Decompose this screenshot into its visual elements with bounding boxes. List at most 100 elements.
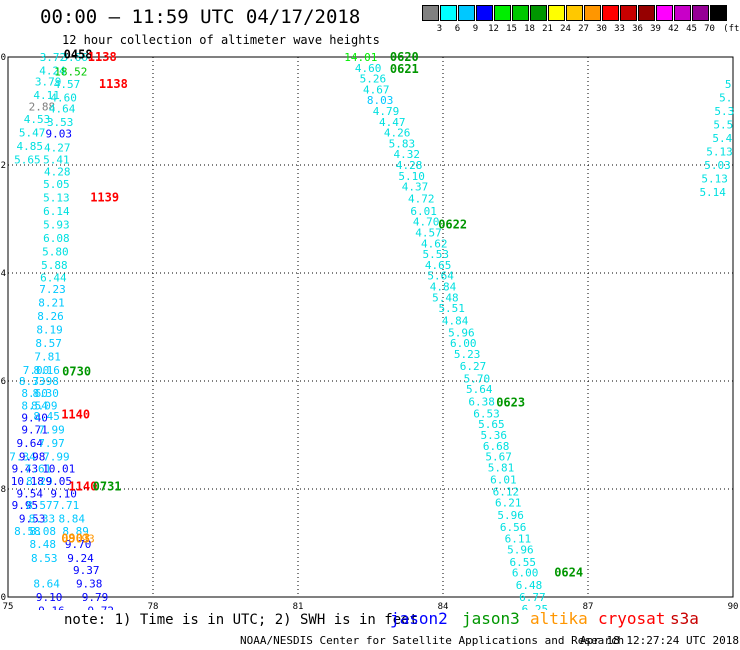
legend-swatch [620, 5, 637, 21]
swh-value-label: 9.43 [12, 462, 39, 475]
swh-value-label: 5.53 [423, 248, 450, 261]
swh-value-label: 4.84 [442, 315, 469, 328]
swh-value-label: 5.51 [438, 302, 465, 315]
annotations: 0458113811381139073011401140073109030903… [61, 47, 583, 580]
legend-label: 39 [650, 24, 661, 34]
generation-timestamp: Apr 18 12:27:24 UTC 2018 [580, 634, 739, 647]
swh-value-label: 4.67 [363, 83, 390, 96]
swh-value-label: 9.16 [38, 605, 65, 611]
swh-value-label: 5.93 [43, 218, 70, 231]
swh-value-label: 10.01 [42, 462, 75, 475]
x-tick-label: 75 [3, 602, 14, 610]
swh-value-label: 7.98 [32, 375, 59, 388]
swh-value-label: 9.95 [12, 499, 39, 512]
swh-value-label: 6.01 [410, 205, 437, 218]
swh-value-label: 7.00 [23, 364, 50, 377]
swh-value-label: 9.10 [50, 487, 77, 500]
legend-swatch [422, 5, 439, 21]
swh-value-label: 9.40 [21, 412, 48, 425]
swh-value-label: 9.64 [17, 437, 44, 450]
x-tick-label: 81 [293, 602, 304, 610]
scatter-plot: 75 78 81 84 87 90 0 -2 -4 -6 -8 -10 3.723.664.2418.… [0, 47, 738, 610]
swh-value-label: 5.64 [466, 383, 493, 396]
pass-time-label: 0622 [438, 217, 467, 231]
swh-value-label: 5.83 [389, 137, 416, 150]
swh-value-label: 5.47 [19, 127, 46, 140]
swh-value-label: 5.65 [14, 154, 41, 167]
swh-value-label: 6.25 [522, 603, 549, 610]
plot-frame [7, 56, 734, 598]
swh-value-label: 6.48 [516, 579, 543, 592]
pass-time-label: 1138 [99, 77, 128, 91]
legend-swatch [584, 5, 601, 21]
swh-value-label: 5.48 [432, 291, 459, 304]
swh-value-label: 8.89 [62, 525, 89, 538]
swh-value-label: 4.60 [355, 62, 382, 75]
pass-time-label: 1139 [90, 190, 119, 204]
swh-value-label: 4.47 [379, 116, 406, 129]
legend-label: 33 [614, 24, 625, 34]
swh-value-label: 5.10 [398, 170, 425, 183]
swh-value-label: 6.14 [43, 205, 70, 218]
pass-time-label: 1138 [88, 50, 117, 64]
legend-swatch [530, 5, 547, 21]
legend-label: 45 [686, 24, 697, 34]
swh-value-label: 5.5 [713, 119, 733, 132]
y-tick-label: -8 [0, 485, 6, 495]
swh-value-label: 9.05 [46, 475, 73, 488]
swh-value-label: 8.08 [30, 525, 57, 538]
swh-value-label: 4.70 [413, 216, 440, 229]
chart-title: 00:00 – 11:59 UTC 04/17/2018 [40, 6, 361, 28]
legend-unit: (ft) [723, 24, 740, 34]
pass-time-label: 0620 [390, 50, 419, 64]
legend-swatch [674, 5, 691, 21]
legend-label: 21 [542, 24, 553, 34]
legend-swatch [566, 5, 583, 21]
swh-value-label: 5.67 [485, 451, 512, 464]
swh-value-label: 6.21 [495, 497, 522, 510]
legend-swatch [512, 5, 529, 21]
swh-value-label: 9.10 [36, 591, 63, 604]
swh-value-label: 4.72 [408, 192, 435, 205]
swh-value-label: 6.27 [460, 360, 487, 373]
swh-value-label: 4.57 [415, 227, 442, 240]
legend-label: 12 [488, 24, 499, 34]
legend-swatch [548, 5, 565, 21]
pass-time-label: 1140 [61, 407, 90, 421]
swh-value-label: 9.72 [88, 605, 115, 611]
legend-swatch [440, 5, 457, 21]
swh-value-label: 6.38 [468, 396, 495, 409]
swh-value-label: 4.28 [396, 159, 423, 172]
legend-swatch [602, 5, 619, 21]
swh-value-label: 8.21 [38, 297, 65, 310]
legend-label: 24 [560, 24, 571, 34]
swh-value-label: 8.60 [21, 387, 48, 400]
x-tick-label: 78 [148, 602, 159, 610]
swh-value-label: 5.65 [478, 418, 505, 431]
legend-label: 3 [436, 24, 443, 34]
swh-value-label: 8.93 [68, 533, 95, 546]
swh-value-label: 7.71 [53, 499, 80, 512]
legend-label: 6 [454, 24, 461, 34]
credit-text: NOAA/NESDIS Center for Satellite Applica… [240, 634, 625, 647]
legend-label: 15 [506, 24, 517, 34]
swh-value-label: 5.3 [714, 105, 734, 118]
legend-label: 70 [704, 24, 715, 34]
swh-value-label: 7.23 [39, 283, 66, 296]
swh-value-label: 6.77 [519, 591, 546, 604]
swh-value-label: 9.71 [21, 424, 48, 437]
swh-value-label: 5.96 [448, 326, 475, 339]
swh-value-label: 4.79 [373, 105, 400, 118]
satellite-label-jason3: jason3 [462, 609, 520, 628]
pass-time-label: 0624 [554, 566, 583, 580]
swh-value-label: 5.05 [43, 178, 70, 191]
swh-value-label: 4.27 [44, 142, 71, 155]
swh-value-label: 4.28 [44, 165, 71, 178]
swh-value-label: 5.80 [42, 245, 69, 258]
legend-swatch [476, 5, 493, 21]
swh-value-label: 9.54 [17, 487, 44, 500]
swh-value-label: 4.84 [430, 281, 457, 294]
data-points: 3.723.664.2418.523.794.574.114.602.884.6… [9, 51, 734, 610]
swh-value-label: 6.00 [450, 337, 477, 350]
legend-label: 9 [472, 24, 479, 34]
